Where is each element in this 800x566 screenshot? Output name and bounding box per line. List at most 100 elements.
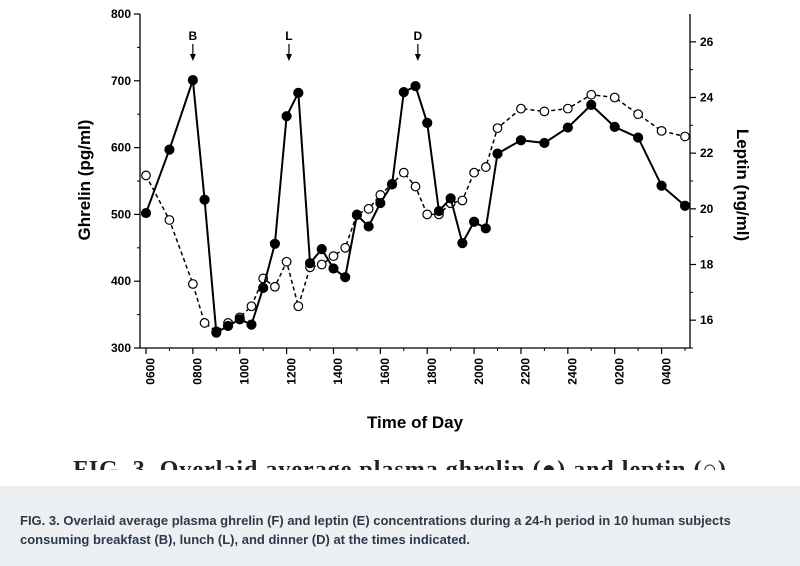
y-left-tick-label: 500 — [111, 207, 131, 221]
truncated-caption-text: FIG. 3. Overlaid average plasma ghrelin … — [73, 457, 727, 470]
ghrelin-point — [539, 137, 550, 149]
ghrelin-point — [562, 122, 573, 133]
x-tick-label: 1600 — [378, 358, 392, 385]
x-tick-label: 0200 — [612, 358, 626, 385]
meal-arrow-head — [285, 54, 292, 61]
meal-marker-label: D — [414, 29, 423, 43]
leptin-point — [586, 89, 597, 100]
ghrelin-point — [445, 193, 456, 204]
ghrelin-point — [269, 238, 280, 249]
leptin-point — [422, 209, 433, 220]
ghrelin-point — [375, 197, 386, 209]
ghrelin-point — [433, 205, 445, 217]
leptin-point — [316, 259, 327, 270]
x-tick-label: 1800 — [425, 358, 439, 385]
ghrelin-point — [164, 144, 175, 155]
figure-caption: FIG. 3. Overlaid average plasma ghrelin … — [20, 513, 731, 547]
y-right-tick-label: 16 — [700, 313, 714, 327]
ghrelin-point — [340, 272, 351, 283]
leptin-line — [145, 93, 686, 333]
leptin-point — [656, 125, 667, 136]
ghrelin-point — [363, 221, 374, 232]
x-tick-label: 0400 — [659, 358, 673, 385]
x-tick-label: 2400 — [566, 358, 580, 385]
ghrelin-point — [609, 121, 620, 132]
truncated-caption-line: FIG. 3. Overlaid average plasma ghrelin … — [0, 454, 800, 470]
y-left-tick-label: 800 — [111, 7, 131, 21]
leptin-series — [141, 89, 690, 337]
leptin-point — [680, 131, 690, 142]
leptin-point — [516, 103, 526, 114]
ghrelin-point — [328, 263, 339, 274]
ghrelin-point — [633, 132, 644, 143]
y-right-tick-label: 26 — [700, 35, 714, 49]
ghrelin-point — [234, 314, 245, 325]
y-right-tick-label: 20 — [700, 202, 714, 216]
y-left-tick-label: 400 — [111, 274, 131, 288]
meal-marker-label: B — [189, 29, 198, 43]
y-axis-left-label: Ghrelin (pg/ml) — [75, 120, 94, 241]
ghrelin-point — [281, 111, 292, 122]
meal-arrow-head — [414, 54, 421, 61]
y-axis-right-label: Leptin (ng/ml) — [733, 129, 752, 241]
ghrelin-point — [386, 179, 398, 190]
leptin-point — [340, 242, 351, 253]
leptin-point — [363, 203, 374, 214]
x-axis-label: Time of Day — [367, 413, 464, 432]
leptin-point — [164, 215, 175, 225]
ghrelin-point — [316, 244, 327, 255]
leptin-point — [398, 167, 409, 178]
y-right-tick-label: 24 — [700, 91, 714, 105]
meal-marker-label: L — [285, 29, 292, 43]
leptin-point — [246, 301, 257, 312]
leptin-point — [410, 181, 421, 192]
x-tick-label: 1200 — [284, 358, 298, 385]
ghrelin-point — [211, 327, 222, 338]
y-left-tick-label: 600 — [111, 141, 131, 155]
ghrelin-point — [304, 258, 316, 269]
leptin-point — [492, 123, 503, 134]
x-tick-label: 1400 — [331, 358, 345, 385]
y-left-tick-label: 300 — [111, 341, 131, 355]
ghrelin-point — [656, 180, 667, 191]
y-left-tick-label: 700 — [111, 74, 131, 88]
leptin-point — [199, 318, 210, 328]
ghrelin-point — [422, 117, 433, 128]
ghrelin-point — [187, 75, 198, 86]
ghrelin-point — [480, 223, 491, 234]
x-tick-label: 2200 — [519, 358, 533, 385]
leptin-point — [269, 281, 280, 292]
ghrelin-leptin-chart: 300 400 500 600 700 800 16 18 20 22 24 26 0600 0800 10… — [75, 7, 752, 432]
ghrelin-point — [492, 148, 503, 159]
x-tick-label: 2000 — [472, 358, 486, 385]
leptin-point — [469, 167, 479, 178]
ghrelin-point — [398, 87, 409, 98]
ghrelin-point — [468, 216, 480, 227]
leptin-point — [480, 162, 491, 172]
x-tick-label: 0800 — [191, 358, 205, 385]
ghrelin-point — [140, 207, 152, 219]
ghrelin-point — [258, 282, 269, 293]
leptin-point — [187, 279, 198, 289]
ghrelin-point — [199, 194, 210, 205]
chart-axes — [139, 14, 691, 349]
y-right-tick-label: 18 — [700, 258, 714, 272]
leptin-point — [293, 301, 304, 312]
meal-arrow-head — [189, 54, 196, 61]
leptin-point — [328, 251, 339, 262]
ghrelin-line — [145, 79, 686, 335]
ghrelin-point — [457, 238, 468, 249]
ghrelin-point — [222, 320, 234, 332]
ghrelin-point — [246, 319, 257, 330]
ghrelin-point — [515, 135, 527, 146]
x-tick-label: 0600 — [144, 358, 158, 385]
leptin-point — [633, 109, 644, 120]
ghrelin-series — [140, 75, 691, 338]
x-tick-label: 1000 — [237, 358, 251, 385]
leptin-point — [562, 103, 573, 114]
leptin-point — [281, 256, 292, 267]
ghrelin-point — [351, 209, 363, 221]
chart-ticks: 300 400 500 600 700 800 16 18 20 22 24 26 0600 0800 10… — [111, 7, 714, 385]
ghrelin-point — [410, 81, 421, 92]
